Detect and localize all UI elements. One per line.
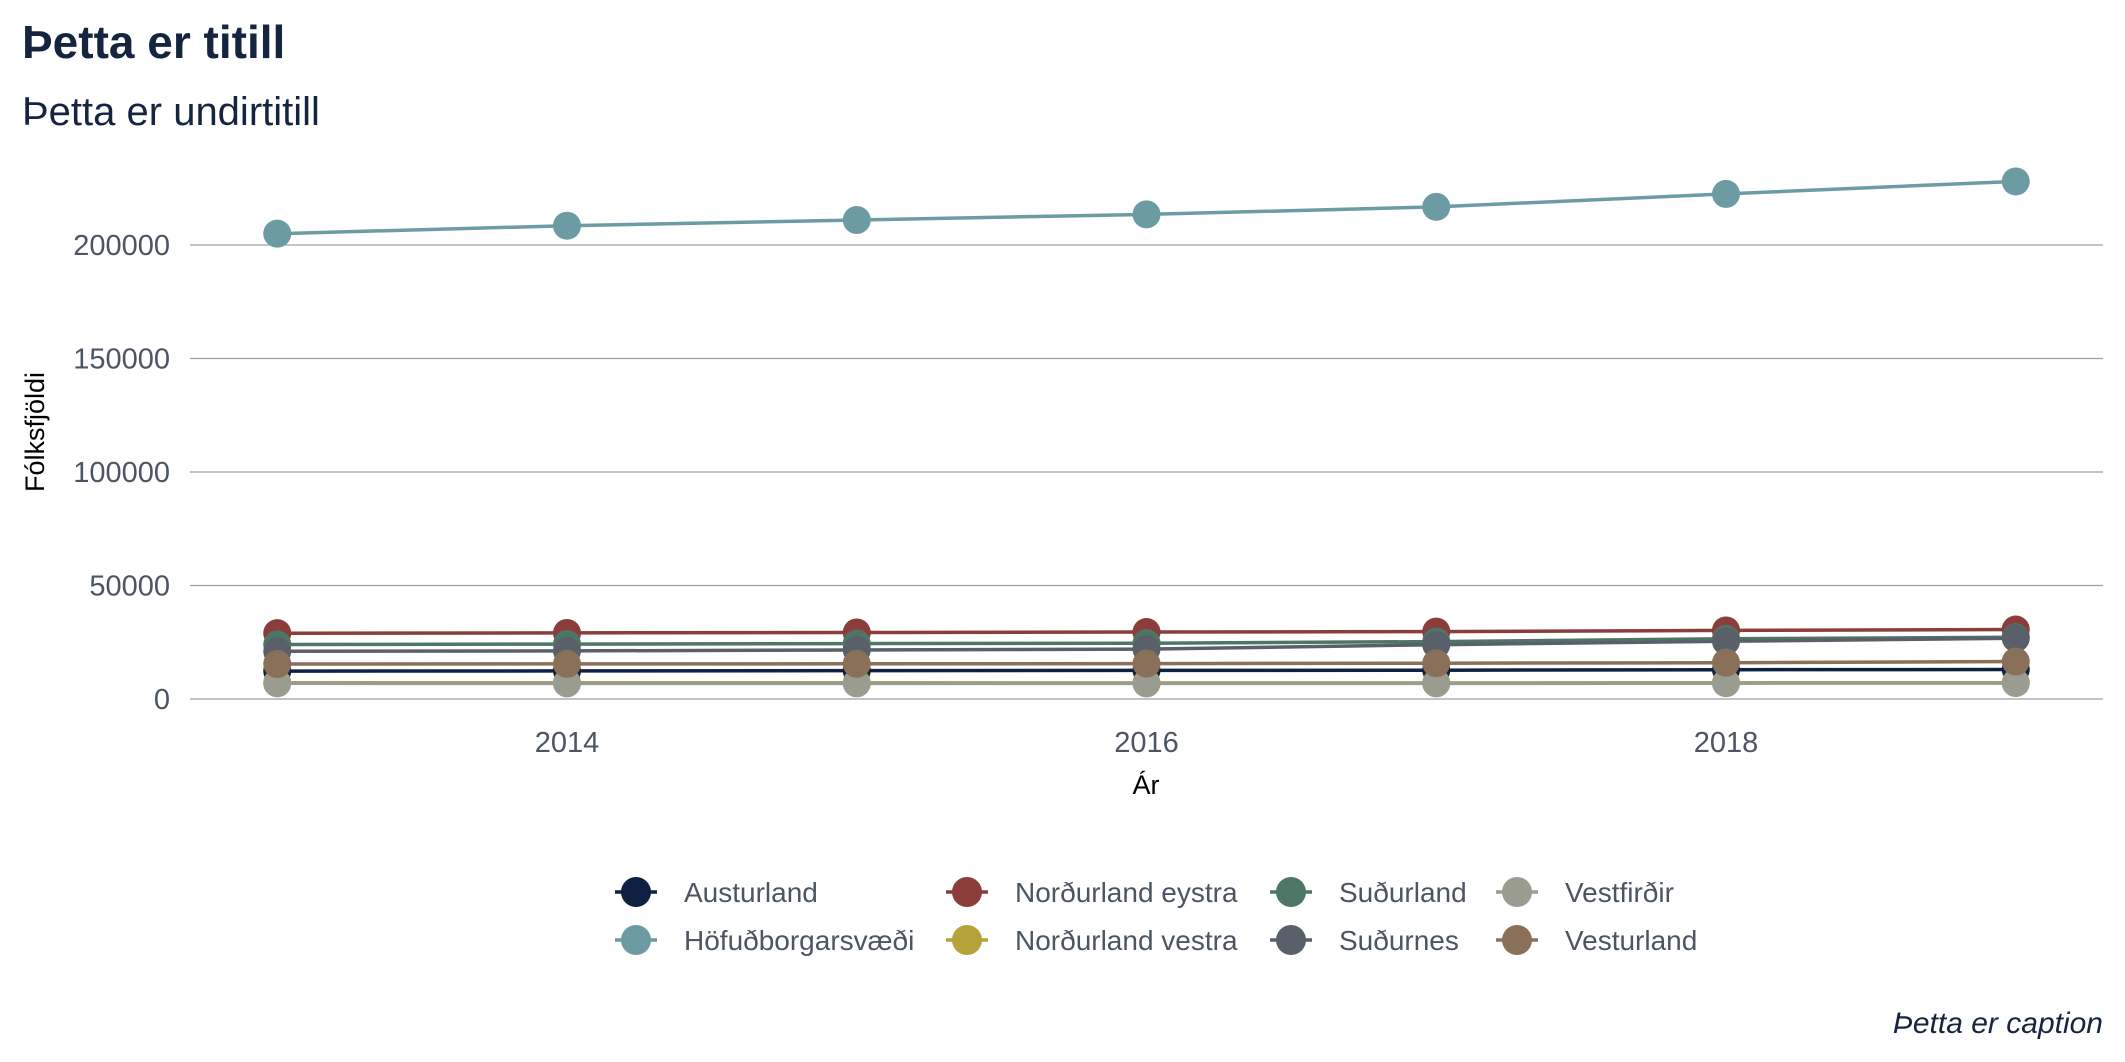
legend-label: Vesturland (1565, 925, 1697, 956)
data-point (842, 206, 871, 235)
data-point (1712, 627, 1740, 656)
legend-key-point (952, 925, 982, 955)
chart-subtitle: Þetta er undirtitill (22, 90, 320, 134)
data-point (2001, 647, 2030, 676)
data-point (1422, 649, 1451, 678)
series-lines (277, 179, 2016, 686)
legend-label: Suðurland (1339, 877, 1467, 908)
legend-item: Suðurnes (1270, 925, 1459, 956)
legend-item: Höfuðborgarsvæði (615, 925, 914, 956)
legend-key-point (1276, 925, 1306, 955)
legend-item: Suðurland (1270, 877, 1467, 908)
y-axis-tick-labels: 0 50000 100000 150000 200000 (73, 230, 170, 716)
legend-label: Norðurland vestra (1015, 925, 1238, 956)
legend-item: Vesturland (1496, 925, 1697, 956)
data-point (263, 650, 292, 679)
data-point (1712, 669, 1740, 698)
y-tick-label: 0 (154, 684, 170, 716)
gridlines (190, 244, 2103, 700)
series-points (263, 167, 2030, 698)
legend-key-point (621, 877, 651, 907)
data-point (1132, 649, 1161, 678)
data-point (1132, 200, 1161, 229)
data-point (1132, 669, 1161, 698)
legend-label: Austurland (684, 877, 818, 908)
data-point (1712, 179, 1740, 208)
data-point (2001, 624, 2030, 653)
data-point (553, 211, 581, 240)
data-point (263, 669, 292, 698)
chart-caption: Þetta er caption (1893, 1007, 2103, 1040)
legend-key-point (1502, 925, 1532, 955)
legend-item: Norðurland vestra (946, 925, 1238, 956)
data-point (553, 669, 581, 698)
data-point (2001, 167, 2030, 196)
y-tick-label: 200000 (73, 230, 170, 262)
legend-item: Norðurland eystra (946, 877, 1238, 908)
data-point (1712, 648, 1740, 677)
data-point (553, 649, 581, 678)
legend-key-point (952, 877, 982, 907)
y-tick-label: 50000 (89, 571, 170, 603)
legend-item: Vestfirðir (1496, 877, 1674, 908)
legend-key-point (1502, 877, 1532, 907)
legend-label: Norðurland eystra (1015, 877, 1238, 908)
data-point (2001, 669, 2030, 698)
data-point (263, 219, 292, 248)
legend: Austurland Höfuðborgarsvæði Norðurland eys… (615, 877, 1697, 956)
legend-key-point (1276, 877, 1306, 907)
x-axis-title: Ár (1133, 770, 1160, 800)
x-tick-label: 2018 (1694, 727, 1759, 759)
legend-label: Vestfirðir (1565, 877, 1674, 908)
y-tick-label: 150000 (73, 344, 170, 376)
legend-label: Suðurnes (1339, 925, 1459, 956)
data-point (1422, 192, 1451, 221)
y-tick-label: 100000 (73, 457, 170, 489)
legend-item: Austurland (615, 877, 818, 908)
chart-title: Þetta er titill (22, 16, 285, 68)
legend-label: Höfuðborgarsvæði (684, 925, 914, 956)
x-tick-label: 2014 (535, 727, 600, 759)
x-tick-label: 2016 (1114, 727, 1179, 759)
y-axis-title: Fólksfjöldi (20, 372, 50, 492)
x-axis-tick-labels: 2014 2016 2018 (535, 727, 1759, 759)
data-point (842, 669, 871, 698)
data-point (1422, 669, 1451, 698)
data-point (842, 649, 871, 678)
legend-key-point (621, 925, 651, 955)
